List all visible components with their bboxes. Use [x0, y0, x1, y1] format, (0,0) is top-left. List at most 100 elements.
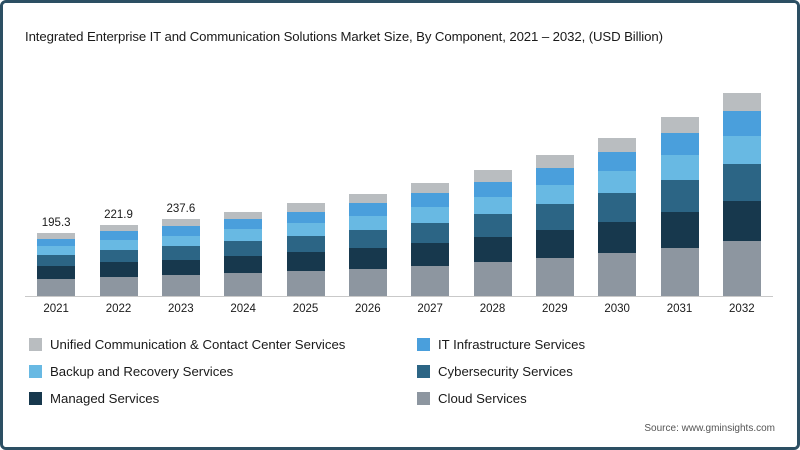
bar-column: [473, 170, 512, 296]
x-tick-label: 2029: [542, 303, 568, 315]
bar-column: [535, 155, 574, 296]
legend-label: Cloud Services: [438, 391, 527, 406]
bar-segment: [348, 268, 387, 296]
legend-item[interactable]: Backup and Recovery Services: [29, 364, 417, 379]
x-tick-label: 2030: [604, 303, 630, 315]
bar-segment: [411, 206, 450, 223]
bar-segment: [598, 253, 637, 296]
bar-segment: [224, 211, 263, 220]
legend-swatch-icon: [417, 338, 430, 351]
bar-segment: [161, 260, 200, 276]
bar-column: 237.6: [161, 203, 200, 296]
bar-value-label: 237.6: [166, 203, 196, 216]
bar-segment: [660, 211, 699, 248]
x-tick-label: 2023: [168, 303, 194, 315]
bar-segment: [535, 204, 574, 230]
bar-segment: [224, 229, 263, 242]
bar-column: [348, 194, 387, 296]
bar-segment: [224, 219, 263, 230]
bar-segment: [722, 241, 761, 296]
bar-segment: [99, 230, 138, 240]
bar-column: [411, 183, 450, 296]
x-tick-label: 2026: [355, 303, 381, 315]
bar-segment: [722, 164, 761, 201]
legend-swatch-icon: [29, 365, 42, 378]
bar-segment: [99, 276, 138, 296]
bar-segment: [161, 226, 200, 236]
bar-segment: [660, 179, 699, 212]
x-tick-label: 2027: [417, 303, 443, 315]
bar-column: 195.3: [37, 217, 76, 296]
bar-segment: [37, 255, 76, 267]
bar-segment: [286, 211, 325, 223]
bar-value-label: 221.9: [104, 208, 133, 221]
chart-legend: Unified Communication & Contact Center S…: [29, 337, 769, 406]
bar-segment: [473, 236, 512, 263]
bar-segment: [722, 93, 761, 112]
bar-segment: [161, 246, 200, 261]
bar-column: [722, 93, 761, 296]
bar-segment: [224, 241, 263, 257]
bar-segment: [348, 203, 387, 216]
bar-segment: [37, 246, 76, 256]
bar-segment: [473, 196, 512, 215]
bar-segment: [286, 222, 325, 236]
legend-item[interactable]: Cybersecurity Services: [417, 364, 769, 379]
bar-column: 221.9: [99, 209, 138, 296]
bar-segment: [286, 203, 325, 212]
bar-segment: [598, 170, 637, 193]
bar-segment: [473, 214, 512, 237]
bar-segment: [411, 183, 450, 194]
legend-swatch-icon: [417, 392, 430, 405]
legend-label: Unified Communication & Contact Center S…: [50, 337, 346, 352]
plot-area: 195.3 221.9 237.6: [25, 65, 773, 297]
legend-label: Managed Services: [50, 391, 160, 406]
legend-item[interactable]: Cloud Services: [417, 391, 769, 406]
bar-segment: [348, 215, 387, 230]
bar-segment: [535, 257, 574, 296]
bar-segment: [286, 235, 325, 253]
legend-item[interactable]: IT Infrastructure Services: [417, 337, 769, 352]
source-note: Source: www.gminsights.com: [644, 423, 775, 434]
bar-segment: [99, 224, 138, 231]
bar-segment: [161, 275, 200, 296]
bar-segment: [99, 239, 138, 250]
x-tick-label: 2024: [230, 303, 256, 315]
legend-swatch-icon: [29, 338, 42, 351]
bar-segment: [473, 262, 512, 296]
bar-segment: [37, 279, 76, 296]
bar-segment: [411, 265, 450, 296]
bar-segment: [535, 184, 574, 205]
bar-segment: [411, 222, 450, 244]
legend-item[interactable]: Managed Services: [29, 391, 417, 406]
bar-segment: [722, 135, 761, 165]
legend-label: Cybersecurity Services: [438, 364, 573, 379]
bar-segment: [224, 273, 263, 296]
legend-label: IT Infrastructure Services: [438, 337, 586, 352]
bar-segment: [348, 229, 387, 249]
x-axis-tick-labels: 2021 2022 2023 2024 2025 2026 2027 2028 2029 2030…: [25, 303, 773, 321]
legend-label: Backup and Recovery Services: [50, 364, 234, 379]
x-tick-label: 2025: [292, 303, 319, 315]
bar-segment: [660, 116, 699, 134]
bar-segment: [37, 238, 76, 247]
legend-swatch-icon: [417, 365, 430, 378]
bar-column: [224, 211, 263, 296]
bar-column: [286, 203, 325, 296]
bar-segment: [535, 167, 574, 185]
x-tick-label: 2032: [729, 303, 755, 315]
bar-segment: [722, 200, 761, 242]
bar-segment: [224, 256, 263, 274]
legend-item[interactable]: Unified Communication & Contact Center S…: [29, 337, 417, 352]
bar-segment: [37, 233, 76, 239]
bar-segment: [348, 194, 387, 204]
bar-segment: [660, 133, 699, 155]
bar-segment: [411, 193, 450, 207]
chart-canvas: Integrated Enterprise IT and Communicati…: [3, 3, 797, 447]
bar-value-label: 195.3: [41, 217, 71, 230]
bar-segment: [722, 111, 761, 136]
bar-segment: [473, 170, 512, 182]
bar-segment: [598, 221, 637, 254]
bar-segment: [348, 248, 387, 269]
